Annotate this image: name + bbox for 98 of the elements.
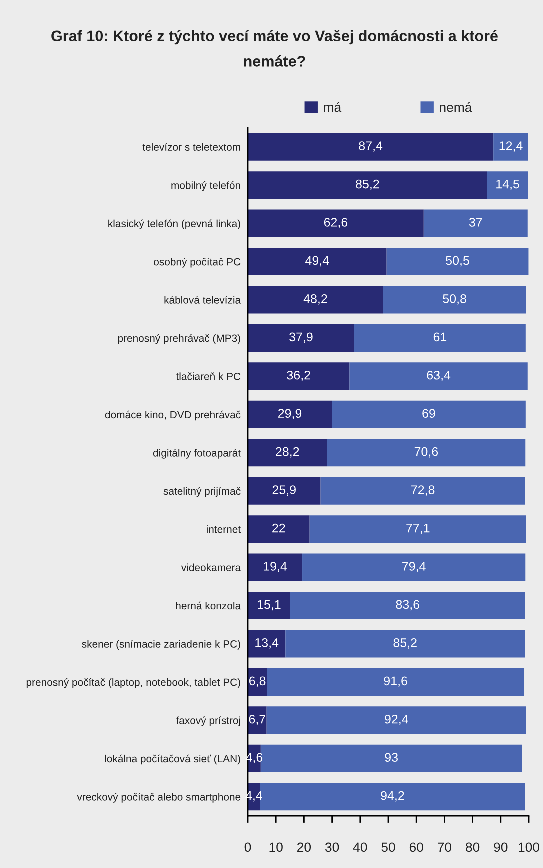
y-tick-label: videokamera [181, 564, 242, 572]
y-tick-label: lokálna počítačová sieť (LAN) [105, 754, 240, 765]
x-tick-label: 30 [325, 842, 340, 852]
data-label: 94,2 [381, 791, 404, 802]
data-label: 92,4 [385, 714, 408, 726]
bar [354, 324, 526, 352]
bar [248, 248, 387, 276]
y-tick-label: káblová televízia [164, 296, 242, 304]
bar [302, 554, 526, 582]
data-label: 91,6 [384, 676, 408, 688]
bar [260, 744, 522, 772]
x-tick-label: 10 [270, 842, 283, 852]
data-label: 93 [385, 753, 398, 762]
y-tick-label: satelitný prijímač [164, 487, 241, 498]
x-tick-label: 40 [353, 842, 368, 852]
data-label: 37 [469, 218, 482, 227]
bar [248, 630, 286, 658]
bar [383, 286, 526, 314]
bar [248, 362, 350, 390]
y-tick-label: vreckový počítač alebo smartphone [77, 793, 241, 803]
data-label: 69 [422, 409, 436, 418]
x-tick-label: 20 [298, 842, 312, 852]
data-label: 6,8 [250, 676, 266, 688]
bar [332, 400, 526, 428]
data-label: 87,4 [359, 142, 383, 152]
data-label: 77,1 [406, 524, 430, 534]
bar [248, 554, 303, 582]
data-label: 61 [434, 332, 447, 342]
bar [248, 210, 424, 238]
data-label: 28,2 [276, 447, 300, 458]
bar [248, 477, 321, 505]
bar [386, 248, 529, 276]
y-tick-label: mobilný telefón [172, 182, 240, 192]
y-tick-label: herná konzola [176, 602, 242, 610]
bar [248, 172, 488, 200]
bar [487, 172, 528, 200]
x-tick-label: 90 [494, 842, 508, 852]
data-label: 25,9 [272, 486, 296, 496]
y-tick-label: faxový prístroj [176, 716, 240, 726]
bar [290, 592, 526, 620]
x-tick-label: 70 [438, 842, 452, 852]
bar [248, 516, 310, 544]
y-tick-label: tlačiareň k PC [176, 372, 241, 380]
data-label: 49,4 [306, 256, 330, 267]
data-label: 19,4 [264, 562, 288, 572]
bar [267, 668, 525, 696]
x-tick-label: 80 [466, 842, 480, 852]
data-label: 14,5 [496, 180, 520, 190]
x-tick-label: 0 [244, 842, 252, 852]
data-label: 50,8 [443, 294, 466, 305]
data-label: 72,8 [412, 486, 435, 496]
y-tick-label: domáce kino, DVD prehrávač [105, 410, 241, 421]
data-label: 6,7 [249, 714, 266, 726]
bar [248, 592, 290, 620]
y-tick-label: prenosný počítač (laptop, notebook, tablet PC) [26, 678, 240, 688]
bar [248, 706, 267, 734]
bar [350, 362, 528, 390]
data-label: 22 [272, 524, 286, 533]
bar [248, 439, 328, 467]
bar [266, 706, 526, 734]
chart-title: Graf 10: Ktoré z týchto vecí máte vo Vašej domácnosti a ktoré nemáte? [52, 30, 498, 67]
data-label: 70,6 [414, 447, 438, 458]
bar [286, 630, 526, 658]
data-label: 79,4 [402, 562, 426, 572]
data-label: 85,2 [356, 180, 380, 190]
data-label: 29,9 [278, 409, 302, 420]
legend-label: má [324, 102, 342, 112]
data-label: 50,5 [446, 256, 470, 267]
y-tick-label: internet [207, 526, 241, 534]
bar [248, 133, 494, 161]
data-label: 37,9 [290, 332, 313, 344]
y-tick-label: prenosný prehrávač (MP3) [118, 334, 240, 344]
bar [424, 210, 528, 238]
data-label: 83,6 [396, 600, 420, 611]
x-tick-label: 50 [382, 842, 396, 852]
data-label: 85,2 [394, 638, 417, 649]
x-tick-label: 60 [410, 842, 424, 852]
bar [327, 439, 526, 467]
bar [248, 400, 332, 428]
bar [310, 516, 526, 544]
data-label: 12,4 [500, 142, 523, 152]
data-label: 63,4 [427, 370, 451, 382]
data-label: 48,2 [304, 294, 328, 305]
bar [494, 133, 528, 161]
data-label: 36,2 [287, 370, 310, 382]
data-label: 62,6 [324, 218, 348, 228]
y-tick-label: klasický telefón (pevná linka) [108, 220, 240, 230]
y-tick-label: osobný počítač PC [154, 258, 241, 268]
x-tick-label: 100 [519, 842, 540, 852]
legend-label: nemá [440, 102, 472, 112]
data-label: 15,1 [258, 600, 281, 611]
data-label: 13,4 [256, 638, 279, 649]
y-tick-label: televízor s teletextom [142, 143, 240, 151]
bar [248, 286, 384, 314]
y-tick-label: digitálny fotoaparát [153, 449, 241, 459]
bar [248, 324, 354, 352]
bar [320, 477, 526, 505]
y-tick-label: skener (snímacie zariadenie k PC) [82, 640, 240, 650]
